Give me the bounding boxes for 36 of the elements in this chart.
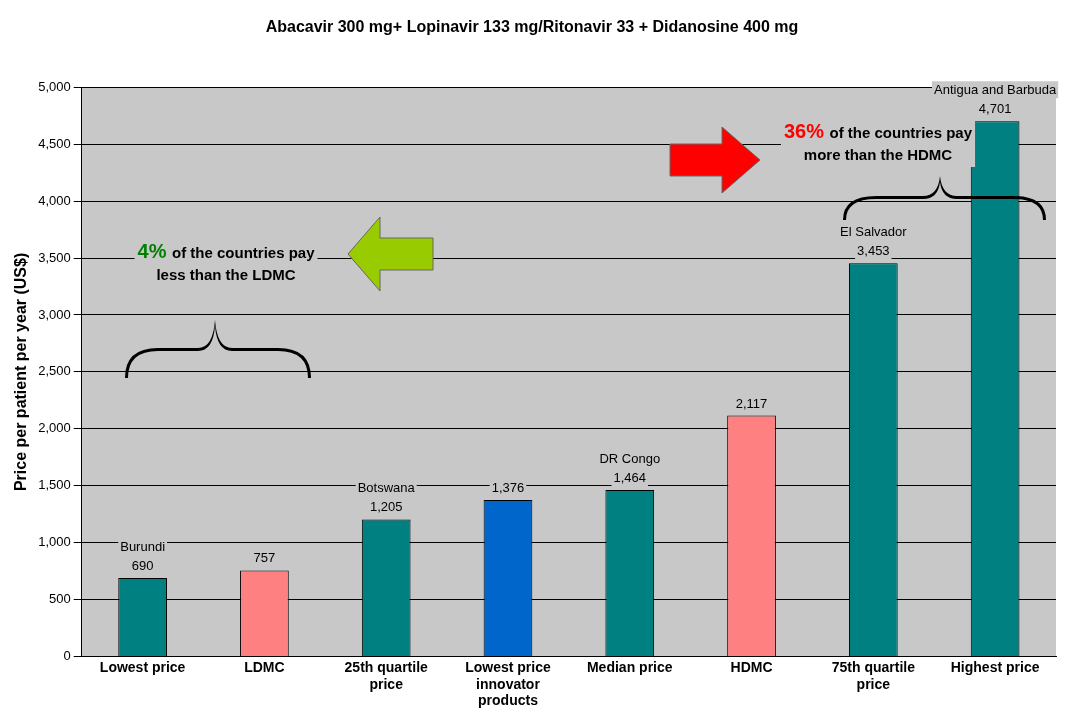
x-tick-label: HDMC	[730, 658, 773, 675]
data-label: 2,117	[735, 395, 768, 411]
chart-title: Abacavir 300 mg+ Lopinavir 133 mg/Ritonavir 33 + Didanosine 400 mg	[265, 18, 799, 36]
data-label: 1,464	[613, 469, 647, 485]
y-tick-label: 3,500	[38, 249, 71, 265]
y-axis-title: Price per patient per year (US$)	[12, 252, 30, 492]
annotation: 36% of the countries pay more than the HDMC	[783, 120, 973, 163]
y-tick-label: 500	[49, 591, 71, 607]
y-tick-label: 2,500	[38, 363, 71, 379]
data-label: 1,376	[491, 479, 525, 495]
data-label: 757	[253, 550, 276, 566]
x-tick-label: 75th quartile price	[831, 658, 916, 692]
data-label: 690	[131, 558, 154, 574]
annotation: Botswana	[357, 480, 416, 496]
data-label: 1,205	[369, 499, 403, 515]
y-tick-label: 1,000	[38, 534, 71, 550]
x-tick-label: Median price	[586, 658, 673, 675]
y-tick-label: 4,500	[38, 135, 71, 151]
data-label: 3,453	[857, 243, 890, 259]
y-tick-label: 5,000	[38, 78, 71, 94]
y-tick-label: 1,500	[38, 477, 71, 493]
annotation: Antigua and Barbuda	[934, 82, 1057, 98]
x-tick-label: Highest price	[950, 658, 1040, 675]
y-tick-label: 3,000	[38, 306, 71, 322]
annotation: 4% of the countries pay less than the LDMC	[137, 240, 316, 283]
x-tick-label: Lowest price innovator products	[465, 658, 551, 709]
annotation: Burundi	[120, 539, 166, 555]
x-tick-label: 25th quartile price	[344, 658, 429, 692]
annotation: DR Congo	[599, 450, 661, 466]
x-tick-label: LDMC	[244, 658, 285, 675]
data-label: 4,701	[978, 101, 1012, 117]
y-tick-label: 0	[63, 648, 71, 664]
x-tick-label: Lowest price	[99, 658, 186, 675]
annotation: El Salvador	[840, 224, 908, 240]
y-tick-label: 2,000	[38, 420, 71, 436]
y-tick-label: 4,000	[38, 192, 71, 208]
